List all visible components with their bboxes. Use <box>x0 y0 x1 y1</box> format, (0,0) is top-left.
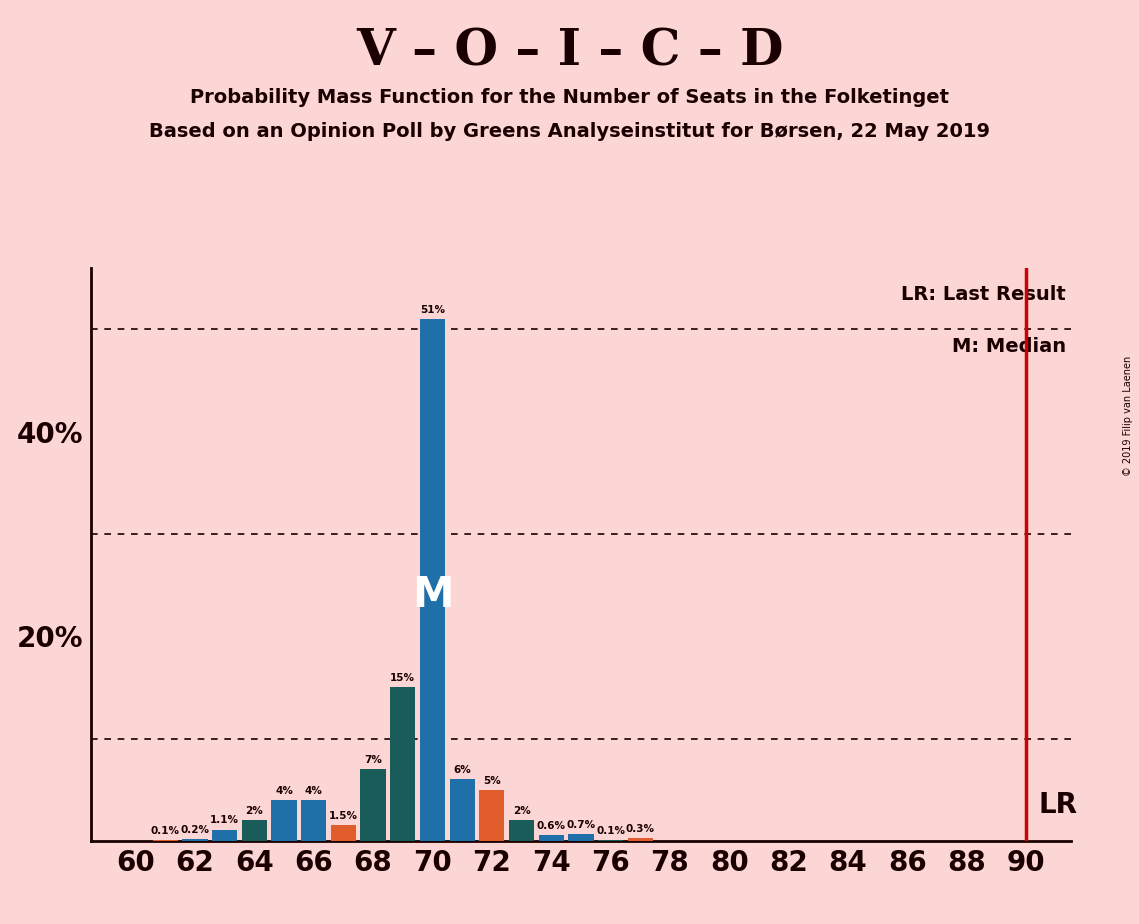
Bar <box>212 830 237 841</box>
Bar <box>568 833 593 841</box>
Bar <box>598 840 623 841</box>
Text: 5%: 5% <box>483 775 501 785</box>
Text: 0.6%: 0.6% <box>536 821 566 831</box>
Bar <box>539 834 564 841</box>
Text: LR: LR <box>1038 791 1077 819</box>
Text: 0.1%: 0.1% <box>596 826 625 835</box>
Text: 0.3%: 0.3% <box>625 823 655 833</box>
Text: M: Median: M: Median <box>952 336 1066 356</box>
Text: 2%: 2% <box>513 807 531 816</box>
Text: 15%: 15% <box>391 674 416 684</box>
Bar <box>330 825 357 841</box>
Text: 1.5%: 1.5% <box>329 811 358 821</box>
Text: 51%: 51% <box>420 305 445 315</box>
Bar <box>301 800 327 841</box>
Bar <box>182 839 207 841</box>
Bar <box>361 769 386 841</box>
Bar <box>480 790 505 841</box>
Bar <box>450 780 475 841</box>
Text: 4%: 4% <box>305 785 322 796</box>
Text: LR: Last Result: LR: Last Result <box>901 286 1066 304</box>
Text: © 2019 Filip van Laenen: © 2019 Filip van Laenen <box>1123 356 1133 476</box>
Text: 0.2%: 0.2% <box>180 825 210 834</box>
Text: Probability Mass Function for the Number of Seats in the Folketinget: Probability Mass Function for the Number… <box>190 88 949 107</box>
Bar <box>628 838 653 841</box>
Text: 1.1%: 1.1% <box>211 816 239 825</box>
Text: M: M <box>411 575 453 616</box>
Bar <box>271 800 296 841</box>
Bar <box>391 687 416 841</box>
Text: 7%: 7% <box>364 755 382 765</box>
Text: 0.1%: 0.1% <box>150 826 180 835</box>
Text: 6%: 6% <box>453 765 472 775</box>
Text: V – O – I – C – D: V – O – I – C – D <box>355 28 784 77</box>
Text: 2%: 2% <box>246 807 263 816</box>
Text: 4%: 4% <box>276 785 293 796</box>
Bar <box>420 319 445 841</box>
Text: Based on an Opinion Poll by Greens Analyseinstitut for Børsen, 22 May 2019: Based on an Opinion Poll by Greens Analy… <box>149 122 990 141</box>
Text: 0.7%: 0.7% <box>566 820 596 830</box>
Bar <box>241 821 267 841</box>
Bar <box>153 840 178 841</box>
Bar <box>509 821 534 841</box>
